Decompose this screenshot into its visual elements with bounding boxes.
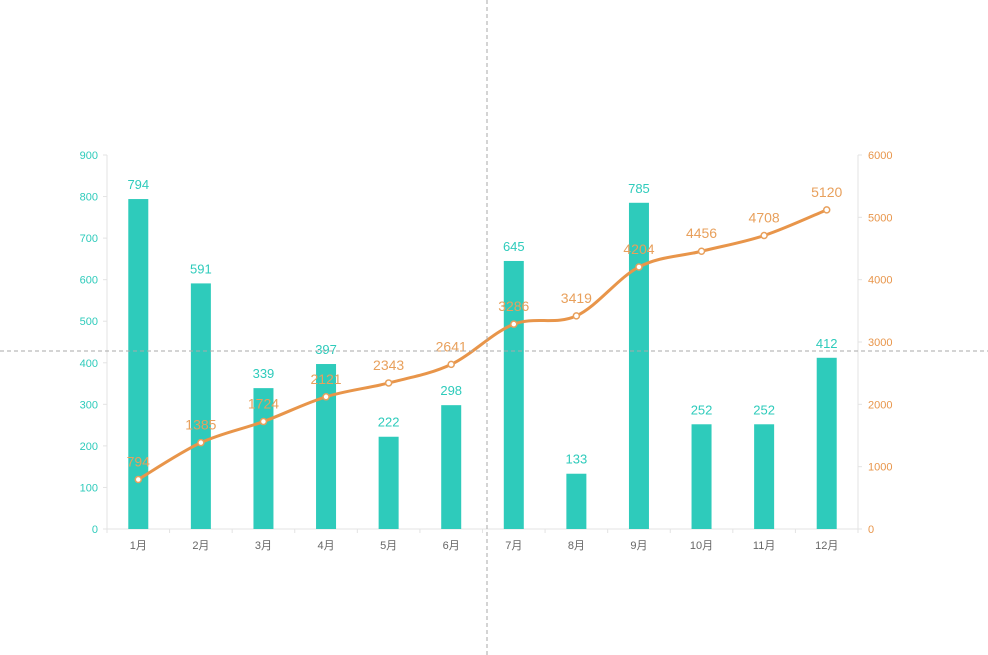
y-left-tick-label: 0 (92, 524, 98, 536)
bar[interactable] (816, 357, 837, 529)
line-value-label: 2121 (310, 371, 341, 387)
x-tick-label: 7月 (505, 540, 522, 552)
bar-value-label: 785 (628, 181, 650, 196)
bar-value-label: 252 (753, 402, 775, 417)
line-point[interactable] (384, 379, 393, 387)
y-right-tick-label: 2000 (868, 399, 892, 411)
x-tick-label: 12月 (815, 540, 838, 552)
line-value-label: 4456 (686, 225, 717, 241)
bar-value-label: 222 (378, 415, 400, 430)
line-value-label: 3419 (561, 290, 592, 306)
y-left-tick-label: 100 (80, 482, 98, 494)
axes: 0 100 200 300 400 500 600 700 800 900 0 1000 2000 300… (80, 150, 893, 552)
line-value-label: 3286 (498, 298, 529, 314)
bar-value-label: 794 (127, 177, 149, 192)
line-value-label: 794 (127, 454, 151, 470)
x-tick-label: 3月 (255, 540, 272, 552)
x-tick-label: 6月 (443, 540, 460, 552)
bar-series (128, 199, 837, 530)
line-value-label: 5120 (811, 184, 842, 200)
bar-value-label: 298 (440, 383, 462, 398)
bar[interactable] (316, 364, 337, 529)
line-value-label: 2641 (436, 338, 467, 354)
bar[interactable] (441, 405, 462, 529)
bar[interactable] (754, 424, 775, 529)
line-point[interactable] (447, 360, 455, 369)
bar-value-label: 252 (691, 402, 713, 417)
data-labels: 794 591 339 397 222 298 645 133 785 252 252 412 794 1… (127, 177, 843, 469)
line-point[interactable] (322, 393, 330, 401)
line-point[interactable] (697, 247, 706, 255)
line-value-label: 1385 (185, 417, 216, 433)
y-right-tick-label: 5000 (868, 212, 892, 224)
bar[interactable] (628, 202, 649, 530)
bar[interactable] (378, 436, 399, 529)
bar-value-label: 412 (816, 336, 838, 351)
bar-value-label: 591 (190, 261, 212, 276)
y-left-tick-label: 500 (80, 316, 98, 328)
x-tick-label: 11月 (753, 540, 775, 552)
line-point[interactable] (822, 206, 831, 214)
line-value-label: 4708 (749, 210, 780, 226)
x-tick-label: 10月 (690, 540, 713, 552)
y-left-tick-label: 900 (80, 150, 98, 162)
line-value-label: 2343 (373, 357, 404, 373)
line-point[interactable] (134, 475, 143, 484)
bar[interactable] (190, 283, 211, 529)
y-right-tick-label: 6000 (868, 150, 892, 162)
line-point[interactable] (635, 263, 643, 271)
line-path[interactable] (137, 208, 828, 481)
line-value-label: 4204 (623, 241, 654, 257)
bar-value-label: 133 (566, 452, 588, 467)
y-left-tick-label: 300 (80, 399, 98, 411)
y-right-tick-label: 3000 (868, 337, 892, 349)
y-left-tick-label: 800 (80, 192, 98, 204)
x-tick-label: 5月 (380, 540, 397, 552)
y-left-tick-label: 400 (80, 358, 98, 370)
line-point[interactable] (510, 320, 518, 328)
x-tick-label: 2月 (192, 540, 209, 552)
line-point[interactable] (197, 438, 205, 447)
y-left-tick-label: 200 (80, 441, 98, 453)
line-series (134, 206, 831, 484)
line-point[interactable] (259, 417, 268, 426)
x-tick-label: 1月 (130, 540, 147, 552)
bar-value-label: 397 (315, 342, 337, 357)
y-right-tick-label: 0 (868, 524, 874, 536)
y-left-tick-label: 600 (80, 275, 98, 287)
bar[interactable] (128, 199, 149, 529)
line-point[interactable] (572, 312, 581, 320)
bar[interactable] (691, 424, 712, 529)
bar-value-label: 339 (253, 366, 275, 381)
line-point[interactable] (760, 231, 768, 240)
bar[interactable] (566, 473, 587, 529)
x-tick-label: 9月 (630, 540, 647, 552)
y-left-tick-label: 700 (80, 233, 98, 245)
line-value-label: 1724 (248, 396, 279, 412)
bar-value-label: 645 (503, 239, 525, 254)
x-tick-label: 8月 (568, 540, 585, 552)
y-right-tick-label: 1000 (868, 462, 892, 474)
x-tick-label: 4月 (317, 540, 334, 552)
y-right-tick-label: 4000 (868, 275, 892, 287)
